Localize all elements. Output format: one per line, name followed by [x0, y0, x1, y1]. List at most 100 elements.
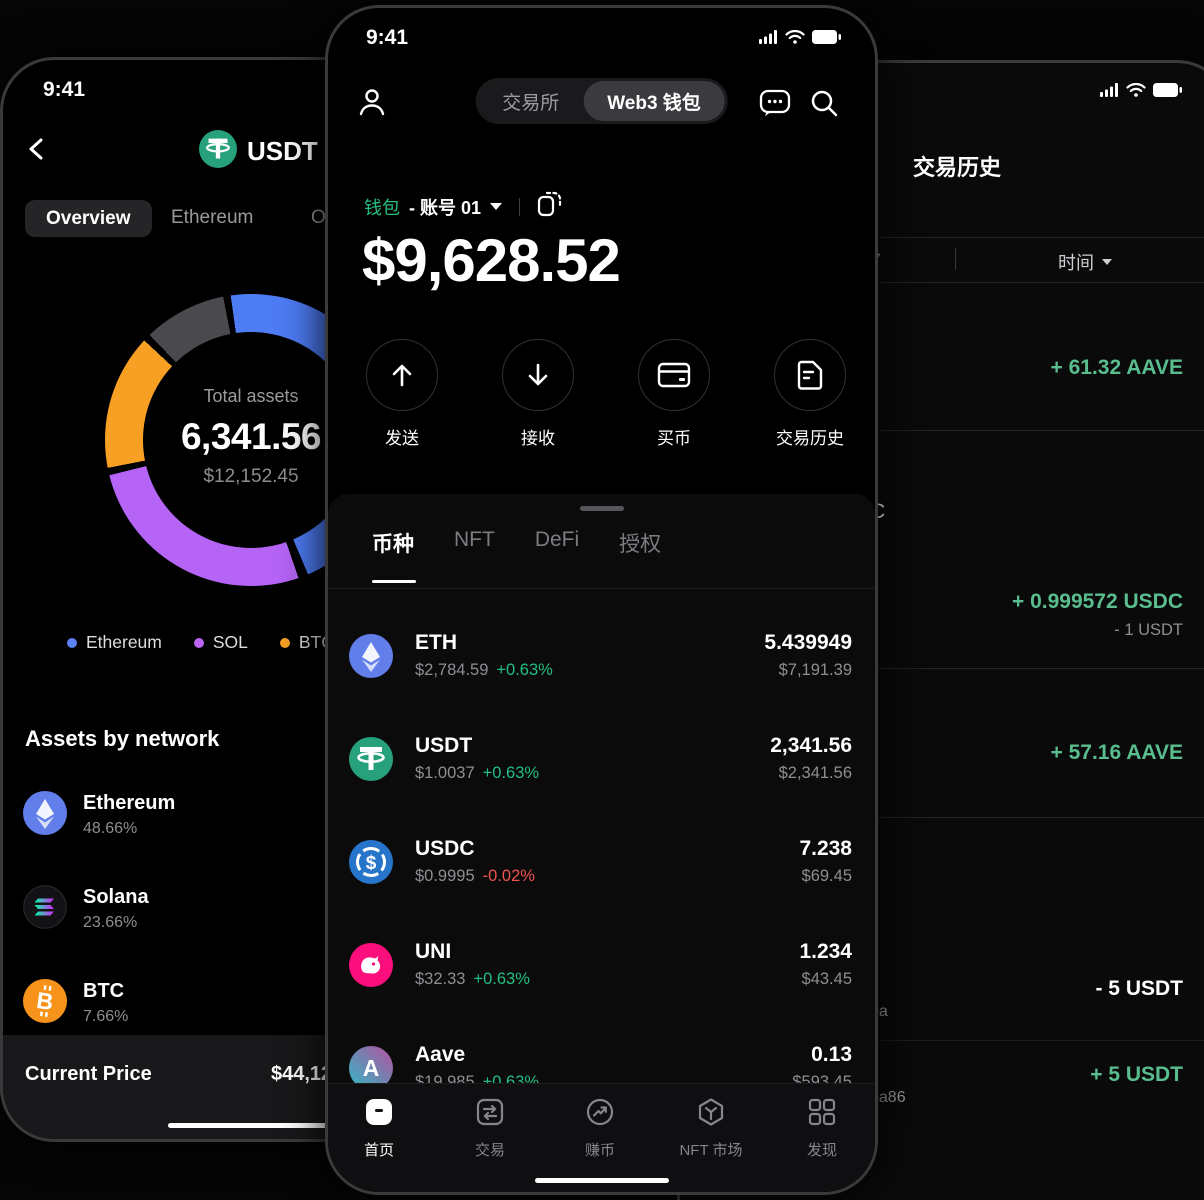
- tab-ethereum[interactable]: Ethereum: [171, 207, 254, 228]
- tab-web3-wallet[interactable]: Web3 钱包: [583, 81, 725, 121]
- search-icon: [811, 90, 838, 117]
- nav-nft-market[interactable]: NFT 市场: [656, 1097, 766, 1160]
- tab-approvals[interactable]: 授权: [619, 533, 662, 556]
- network-row-ethereum[interactable]: Ethereum 48.66%: [23, 783, 175, 847]
- tab-defi[interactable]: DeFi: [534, 528, 580, 551]
- solana-icon: [23, 884, 67, 934]
- receive-label: 接收: [521, 429, 555, 448]
- chart-legend: Ethereum SOL BTC: [67, 632, 334, 653]
- nav-discover[interactable]: 发现: [767, 1097, 875, 1160]
- account-label: - 账号 01: [409, 197, 482, 218]
- tab-other[interactable]: O: [311, 207, 326, 228]
- svg-text:B: B: [35, 986, 55, 1014]
- token-value: $43.45: [801, 970, 852, 988]
- aave-icon: A: [349, 1045, 393, 1090]
- send-button[interactable]: 发送: [332, 339, 472, 449]
- history-button[interactable]: 交易历史: [740, 339, 875, 449]
- total-balance: $9,628.52: [362, 227, 621, 294]
- history-label: 交易历史: [776, 429, 844, 448]
- chevron-down-icon: [490, 203, 503, 210]
- drag-handle[interactable]: [579, 506, 624, 511]
- token-row-eth[interactable]: ETH $2,784.59 +0.63% 5.439949 $7,191.39: [349, 604, 852, 707]
- token-name: USDT: [415, 734, 473, 757]
- tab-coins[interactable]: 币种: [372, 533, 414, 556]
- nav-earn[interactable]: 赚币: [545, 1097, 655, 1160]
- token-amount: 5.439949: [764, 631, 852, 654]
- assets-by-network-title: Assets by network: [25, 726, 220, 751]
- divider: [680, 1040, 1204, 1041]
- home-indicator[interactable]: [534, 1178, 669, 1183]
- status-time: 9:41: [366, 26, 409, 49]
- segmented-control: 交易所 Web3 钱包: [475, 78, 728, 124]
- token-price: $0.9995: [415, 867, 475, 885]
- token-price: $32.33: [415, 970, 466, 988]
- search-button[interactable]: [809, 88, 839, 123]
- back-button[interactable]: [23, 134, 53, 164]
- tab-overview[interactable]: Overview: [25, 200, 152, 237]
- chat-button[interactable]: [759, 88, 791, 123]
- chevron-down-icon: [1102, 259, 1112, 265]
- token-row-usdc[interactable]: $ USDC $0.9995 -0.02% 7.238 $69.45: [349, 810, 852, 913]
- nav-trade[interactable]: 交易: [435, 1097, 545, 1160]
- home-indicator[interactable]: [168, 1123, 368, 1128]
- btc-icon: B: [23, 978, 67, 1028]
- receive-button[interactable]: 接收: [468, 339, 608, 449]
- chat-icon: [759, 89, 791, 116]
- token-value: $69.45: [801, 867, 852, 885]
- battery-icon: [812, 30, 841, 44]
- token-row-usdt[interactable]: USDT $1.0037 +0.63% 2,341.56 $2,341.56: [349, 707, 852, 810]
- switch-account-icon[interactable]: [537, 190, 563, 223]
- total-assets-value: 6,341.56: [180, 416, 322, 457]
- token-price: $2,784.59: [415, 661, 489, 679]
- send-label: 发送: [385, 429, 419, 448]
- current-price-value: $44,12: [271, 1063, 333, 1085]
- status-icons: [759, 30, 841, 44]
- status-time: 9:41: [43, 78, 86, 101]
- txn-amount: - 5 USDT: [1095, 977, 1183, 1000]
- phone-center: 9:41 交易所 Web3 钱包 钱包 - 账号 01: [325, 5, 878, 1195]
- network-row-btc[interactable]: B BTC 7.66%: [23, 971, 128, 1035]
- divider: [680, 430, 1204, 431]
- card-icon: [638, 339, 710, 411]
- token-page-title: USDT: [199, 130, 318, 173]
- profile-button[interactable]: [356, 86, 388, 123]
- network-row-solana[interactable]: Solana 23.66%: [23, 877, 149, 941]
- divider: [680, 668, 1204, 669]
- txn-amount: + 0.999572 USDC: [1011, 590, 1183, 613]
- discover-icon: [808, 1098, 836, 1126]
- token-value: $2,341.56: [778, 764, 852, 782]
- wallet-label: 钱包: [364, 197, 400, 218]
- signal-icon: [759, 30, 777, 44]
- total-assets-usd: $12,152.45: [203, 466, 299, 487]
- person-icon: [359, 89, 385, 116]
- tab-nft[interactable]: NFT: [454, 528, 495, 551]
- network-pct: 7.66%: [83, 1008, 129, 1025]
- token-amount: 1.234: [799, 940, 852, 963]
- divider: [680, 817, 1204, 818]
- token-name: UNI: [415, 940, 452, 963]
- token-change: +0.63%: [482, 764, 540, 782]
- time-filter-dropdown[interactable]: 时间: [1010, 249, 1160, 275]
- txn-amount: + 5 USDT: [1090, 1063, 1183, 1086]
- usdt-icon: [199, 130, 237, 173]
- token-amount: 0.13: [811, 1043, 852, 1066]
- nav-home[interactable]: 首页: [328, 1097, 434, 1160]
- status-icons: [1100, 83, 1182, 97]
- network-pct: 48.66%: [83, 820, 138, 837]
- usdt-icon: [349, 736, 393, 781]
- token-price: $1.0037: [415, 764, 475, 782]
- donut-hole: [143, 332, 359, 548]
- token-row-uni[interactable]: UNI $32.33 +0.63% 1.234 $43.45: [349, 913, 852, 1016]
- wifi-icon: [1126, 83, 1146, 97]
- buy-crypto-button[interactable]: 买币: [604, 339, 744, 449]
- current-price-label: Current Price: [25, 1063, 152, 1085]
- txn-amount: + 61.32 AAVE: [1050, 356, 1184, 379]
- token-change: +0.63%: [473, 970, 530, 988]
- divider: [680, 282, 1204, 283]
- signal-icon: [1100, 83, 1118, 97]
- tab-exchange[interactable]: 交易所: [502, 92, 560, 114]
- legend-dot-orange: [279, 637, 290, 648]
- wallet-account-row[interactable]: 钱包 - 账号 01: [364, 190, 563, 223]
- svg-text:A: A: [363, 1055, 380, 1081]
